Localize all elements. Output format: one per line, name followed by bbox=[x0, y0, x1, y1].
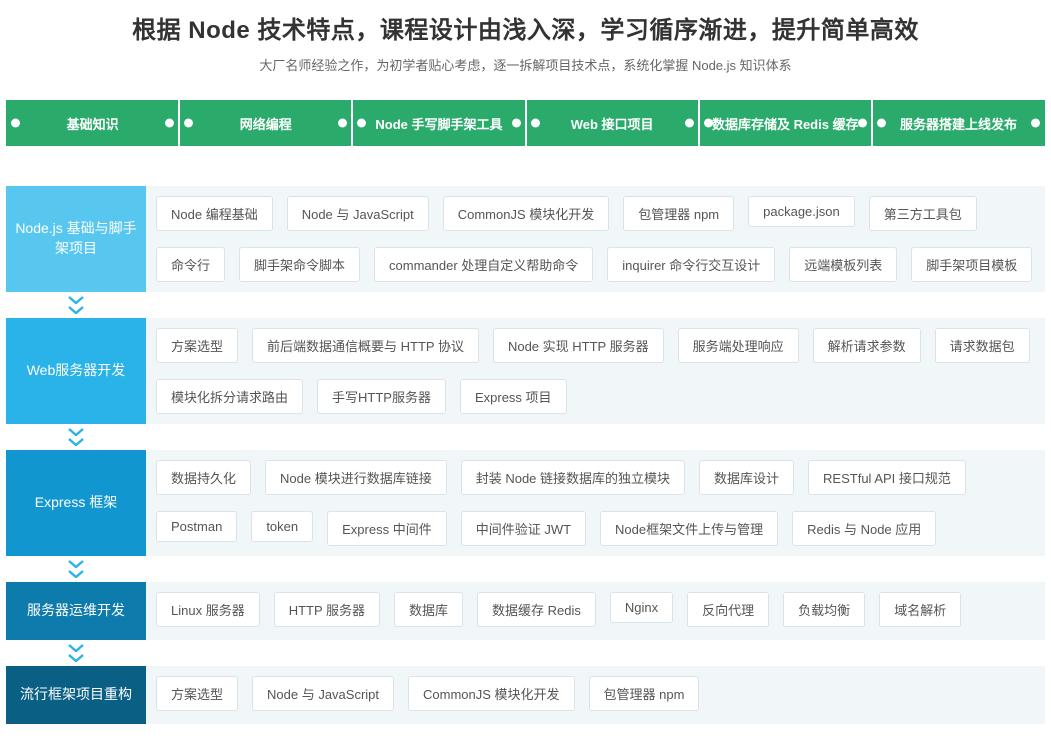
topic-tag: token bbox=[251, 511, 313, 542]
topic-tag: Node 模块进行数据库链接 bbox=[265, 460, 447, 495]
topic-tag: 负载均衡 bbox=[783, 592, 865, 627]
topic-tag: 数据库设计 bbox=[699, 460, 794, 495]
topic-tag: RESTful API 接口规范 bbox=[808, 460, 966, 495]
step-dot-icon bbox=[858, 119, 867, 128]
progress-step-label: 服务器搭建上线发布 bbox=[900, 114, 1017, 133]
topic-tag: HTTP 服务器 bbox=[274, 592, 380, 627]
section-body: 方案选型前后端数据通信概要与 HTTP 协议 Node 实现 HTTP 服务器服务… bbox=[146, 318, 1045, 424]
topic-tag: commander 处理自定义帮助命令 bbox=[374, 247, 593, 282]
topic-tag: 方案选型 bbox=[156, 676, 238, 711]
step-dot-icon bbox=[685, 119, 694, 128]
topic-tag: Node 实现 HTTP 服务器 bbox=[493, 328, 664, 363]
topic-tag: Node 与 JavaScript bbox=[252, 676, 394, 711]
topic-tag: Express 中间件 bbox=[327, 511, 447, 546]
progress-step-label: 基础知识 bbox=[67, 114, 119, 133]
topic-tag: Postman bbox=[156, 511, 237, 542]
topic-tag: Node 编程基础 bbox=[156, 196, 273, 231]
topic-tag: 前后端数据通信概要与 HTTP 协议 bbox=[252, 328, 479, 363]
step-dot-icon bbox=[704, 119, 713, 128]
progress-step-label: Web 接口项目 bbox=[571, 114, 654, 133]
section-label: 服务器运维开发 bbox=[6, 582, 146, 640]
section-connector bbox=[6, 640, 146, 666]
progress-step-label: Node 手写脚手架工具 bbox=[375, 114, 502, 133]
curriculum-section: Node.js 基础与脚手架项目 Node 编程基础 Node 与 JavaScri… bbox=[6, 186, 1045, 292]
topic-tag: 数据持久化 bbox=[156, 460, 251, 495]
progress-step: 服务器搭建上线发布 bbox=[872, 100, 1045, 146]
topic-tag: Node框架文件上传与管理 bbox=[600, 511, 778, 546]
section-connector bbox=[6, 424, 146, 450]
step-dot-icon bbox=[165, 119, 174, 128]
step-dot-icon bbox=[184, 119, 193, 128]
chevron-down-icon bbox=[68, 560, 84, 568]
topic-tag: Nginx bbox=[610, 592, 673, 623]
section-body: Linux 服务器 HTTP 服务器数据库数据缓存 Redis Nginx 反向代理负… bbox=[146, 582, 1045, 640]
curriculum-section: Express 框架数据持久化 Node 模块进行数据库链接封装 Node 链接数… bbox=[6, 450, 1045, 556]
topic-tag: Linux 服务器 bbox=[156, 592, 260, 627]
section-body: Node 编程基础 Node 与 JavaScript CommonJS 模块化开发… bbox=[146, 186, 1045, 292]
topic-tag: 数据缓存 Redis bbox=[477, 592, 596, 627]
progress-step: 数据库存储及 Redis 缓存 bbox=[699, 100, 872, 146]
page-subtitle: 大厂名师经验之作，为初学者贴心考虑，逐一拆解项目技术点，系统化掌握 Node.j… bbox=[6, 55, 1045, 74]
topic-tag: 解析请求参数 bbox=[813, 328, 921, 363]
topic-tag: 反向代理 bbox=[687, 592, 769, 627]
topic-tag: 脚手架命令脚本 bbox=[239, 247, 360, 282]
step-dot-icon bbox=[512, 119, 521, 128]
topic-tag: 手写HTTP服务器 bbox=[317, 379, 446, 414]
chevron-down-icon bbox=[68, 296, 84, 304]
topic-tag: 远端模板列表 bbox=[789, 247, 897, 282]
curriculum-sections: Node.js 基础与脚手架项目 Node 编程基础 Node 与 JavaScri… bbox=[6, 186, 1045, 724]
section-label: 流行框架项目重构 bbox=[6, 666, 146, 724]
section-label: Express 框架 bbox=[6, 450, 146, 556]
curriculum-section: 服务器运维开发 Linux 服务器 HTTP 服务器数据库数据缓存 Redis Ngi… bbox=[6, 582, 1045, 640]
chevron-down-icon bbox=[68, 654, 84, 662]
topic-tag: 封装 Node 链接数据库的独立模块 bbox=[461, 460, 685, 495]
chevron-down-icon bbox=[68, 306, 84, 314]
topic-tag: 方案选型 bbox=[156, 328, 238, 363]
progress-step: Web 接口项目 bbox=[526, 100, 699, 146]
section-connector bbox=[6, 556, 146, 582]
step-dot-icon bbox=[357, 119, 366, 128]
topic-tag: CommonJS 模块化开发 bbox=[443, 196, 610, 231]
chevron-down-icon bbox=[68, 644, 84, 652]
topic-tag: 域名解析 bbox=[879, 592, 961, 627]
topic-tag: inquirer 命令行交互设计 bbox=[607, 247, 775, 282]
chevron-down-icon bbox=[68, 428, 84, 436]
topic-tag: package.json bbox=[748, 196, 855, 227]
chevron-down-icon bbox=[68, 438, 84, 446]
progress-step: Node 手写脚手架工具 bbox=[352, 100, 525, 146]
topic-tag: 脚手架项目模板 bbox=[911, 247, 1032, 282]
section-body: 方案选型 Node 与 JavaScript CommonJS 模块化开发包管理器 … bbox=[146, 666, 1045, 724]
step-dot-icon bbox=[11, 119, 20, 128]
section-label: Node.js 基础与脚手架项目 bbox=[6, 186, 146, 292]
curriculum-section: Web服务器开发方案选型前后端数据通信概要与 HTTP 协议 Node 实现 HT… bbox=[6, 318, 1045, 424]
progress-strip: 基础知识 网络编程 Node 手写脚手架工具 Web 接口项目 数据库存储及 Redis… bbox=[6, 100, 1045, 146]
step-dot-icon bbox=[877, 119, 886, 128]
curriculum-section: 流行框架项目重构方案选型 Node 与 JavaScript CommonJS 模块… bbox=[6, 666, 1045, 724]
topic-tag: 模块化拆分请求路由 bbox=[156, 379, 303, 414]
progress-step: 网络编程 bbox=[179, 100, 352, 146]
topic-tag: 服务端处理响应 bbox=[678, 328, 799, 363]
topic-tag: 请求数据包 bbox=[935, 328, 1030, 363]
step-dot-icon bbox=[338, 119, 347, 128]
topic-tag: 包管理器 npm bbox=[589, 676, 700, 711]
topic-tag: Redis 与 Node 应用 bbox=[792, 511, 936, 546]
section-connector bbox=[6, 292, 146, 318]
step-dot-icon bbox=[531, 119, 540, 128]
topic-tag: 数据库 bbox=[394, 592, 463, 627]
progress-step-label: 网络编程 bbox=[240, 114, 292, 133]
progress-step: 基础知识 bbox=[6, 100, 179, 146]
topic-tag: 包管理器 npm bbox=[623, 196, 734, 231]
section-body: 数据持久化 Node 模块进行数据库链接封装 Node 链接数据库的独立模块数据库… bbox=[146, 450, 1045, 556]
progress-step-label: 数据库存储及 Redis 缓存 bbox=[712, 114, 859, 133]
page-title: 根据 Node 技术特点，课程设计由浅入深，学习循序渐进，提升简单高效 bbox=[6, 10, 1045, 45]
step-dot-icon bbox=[1031, 119, 1040, 128]
section-label: Web服务器开发 bbox=[6, 318, 146, 424]
chevron-down-icon bbox=[68, 570, 84, 578]
topic-tag: CommonJS 模块化开发 bbox=[408, 676, 575, 711]
topic-tag: 命令行 bbox=[156, 247, 225, 282]
topic-tag: 第三方工具包 bbox=[869, 196, 977, 231]
topic-tag: Express 项目 bbox=[460, 379, 567, 414]
topic-tag: Node 与 JavaScript bbox=[287, 196, 429, 231]
topic-tag: 中间件验证 JWT bbox=[461, 511, 586, 546]
